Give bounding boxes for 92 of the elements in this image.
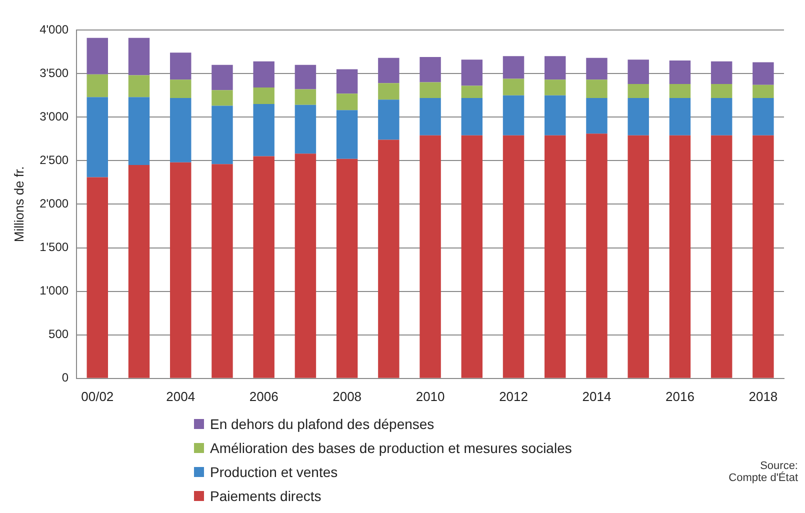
bar — [502, 95, 524, 136]
y-tick-label: 4'000 — [40, 22, 69, 36]
bar — [586, 80, 608, 98]
bar — [86, 38, 108, 74]
bar — [294, 64, 316, 90]
x-tick-label: 2016 — [666, 388, 694, 404]
y-tick-label: 0 — [62, 370, 69, 385]
bar — [420, 82, 441, 98]
bar — [669, 84, 691, 98]
bar — [420, 135, 441, 378]
bar — [170, 162, 192, 378]
y-tick-label: 1'000 — [40, 284, 69, 298]
bar — [752, 135, 774, 378]
bar — [212, 106, 233, 164]
bar — [669, 60, 691, 84]
bar — [752, 84, 774, 98]
bar — [502, 135, 524, 378]
bar — [628, 98, 649, 136]
bar — [212, 64, 233, 90]
bar — [669, 98, 691, 136]
y-tick-label: 500 — [48, 327, 69, 342]
bar — [628, 60, 649, 84]
bar — [378, 58, 400, 84]
source-note: Source: Compte d'État — [728, 460, 798, 484]
bar — [544, 135, 566, 378]
bar — [212, 90, 233, 106]
bar — [128, 38, 150, 76]
x-tick-label: 00/02 — [81, 388, 114, 404]
bar — [420, 57, 441, 82]
bar — [294, 89, 316, 105]
bar — [336, 158, 358, 378]
bar — [586, 98, 608, 134]
legend-label: Amélioration des bases de production et mesures sociales — [210, 440, 572, 456]
bar — [420, 98, 441, 136]
x-tick-label: 2010 — [416, 388, 445, 404]
bar — [378, 83, 400, 100]
bar — [544, 80, 566, 96]
bar — [502, 56, 524, 79]
x-tick-label: 2004 — [166, 388, 196, 404]
legend-label: Paiements directs — [210, 488, 322, 504]
bar — [336, 110, 358, 159]
bar — [752, 98, 774, 136]
bar — [752, 62, 774, 85]
bar — [294, 154, 316, 378]
bar — [336, 69, 358, 94]
bar — [86, 97, 108, 178]
y-tick-label: 2'500 — [40, 152, 69, 167]
bar — [212, 164, 233, 378]
legend-label: En dehors du plafond des dépenses — [210, 416, 434, 432]
bar — [544, 95, 566, 136]
bar — [586, 134, 608, 378]
bar — [128, 165, 150, 378]
bar — [170, 80, 192, 98]
bar — [86, 177, 108, 378]
x-tick-label: 2018 — [748, 388, 778, 404]
legend-label: Production et ventes — [210, 464, 338, 480]
bar — [253, 156, 274, 378]
bar — [461, 135, 483, 378]
bar — [378, 140, 400, 378]
bar — [253, 61, 274, 88]
bar — [710, 84, 732, 98]
bar — [294, 104, 316, 154]
y-tick-label: 2'000 — [40, 196, 69, 211]
x-tick-label: 2006 — [249, 388, 278, 404]
bar — [128, 97, 150, 166]
bar — [253, 104, 274, 156]
bar — [461, 60, 483, 86]
bar — [710, 61, 732, 84]
y-tick-label: 1'500 — [40, 240, 69, 254]
bar — [544, 56, 566, 80]
bar — [502, 78, 524, 96]
bar — [170, 52, 192, 80]
x-tick-label: 2012 — [499, 388, 528, 404]
x-tick-label: 2008 — [332, 388, 362, 404]
y-axis-title: Millions de fr. — [11, 166, 26, 242]
bar — [628, 135, 649, 378]
bar — [710, 98, 732, 136]
bar — [586, 58, 608, 80]
bar — [628, 84, 649, 98]
bar — [461, 98, 483, 136]
bar — [128, 75, 150, 98]
bar — [170, 98, 192, 162]
x-tick-label: 2014 — [582, 388, 612, 404]
y-tick-label: 3'500 — [40, 66, 69, 80]
bar — [253, 87, 274, 104]
bar — [461, 86, 483, 98]
bar — [669, 135, 691, 378]
bar — [710, 135, 732, 378]
bar — [336, 94, 358, 110]
bar — [378, 100, 400, 140]
bar — [86, 74, 108, 98]
y-tick-label: 3'000 — [40, 109, 69, 124]
